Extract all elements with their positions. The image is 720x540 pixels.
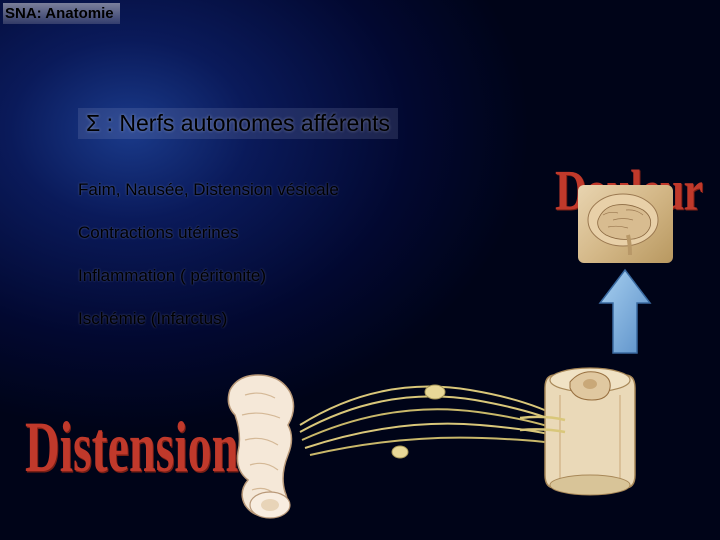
list-item: Faim, Nausée, Distension vésicale [78, 180, 339, 200]
slide-header: SNA: Anatomie [3, 3, 120, 24]
distension-label: Distension [25, 406, 238, 489]
list-item: Inflammation ( péritonite) [78, 266, 266, 286]
brain-image [578, 185, 673, 263]
anatomy-diagram [220, 320, 640, 520]
list-item: Ischémie (Infarctus) [78, 309, 227, 329]
list-item: Contractions utérines [78, 223, 239, 243]
slide-title: Σ : Nerfs autonomes afférents [78, 108, 398, 139]
